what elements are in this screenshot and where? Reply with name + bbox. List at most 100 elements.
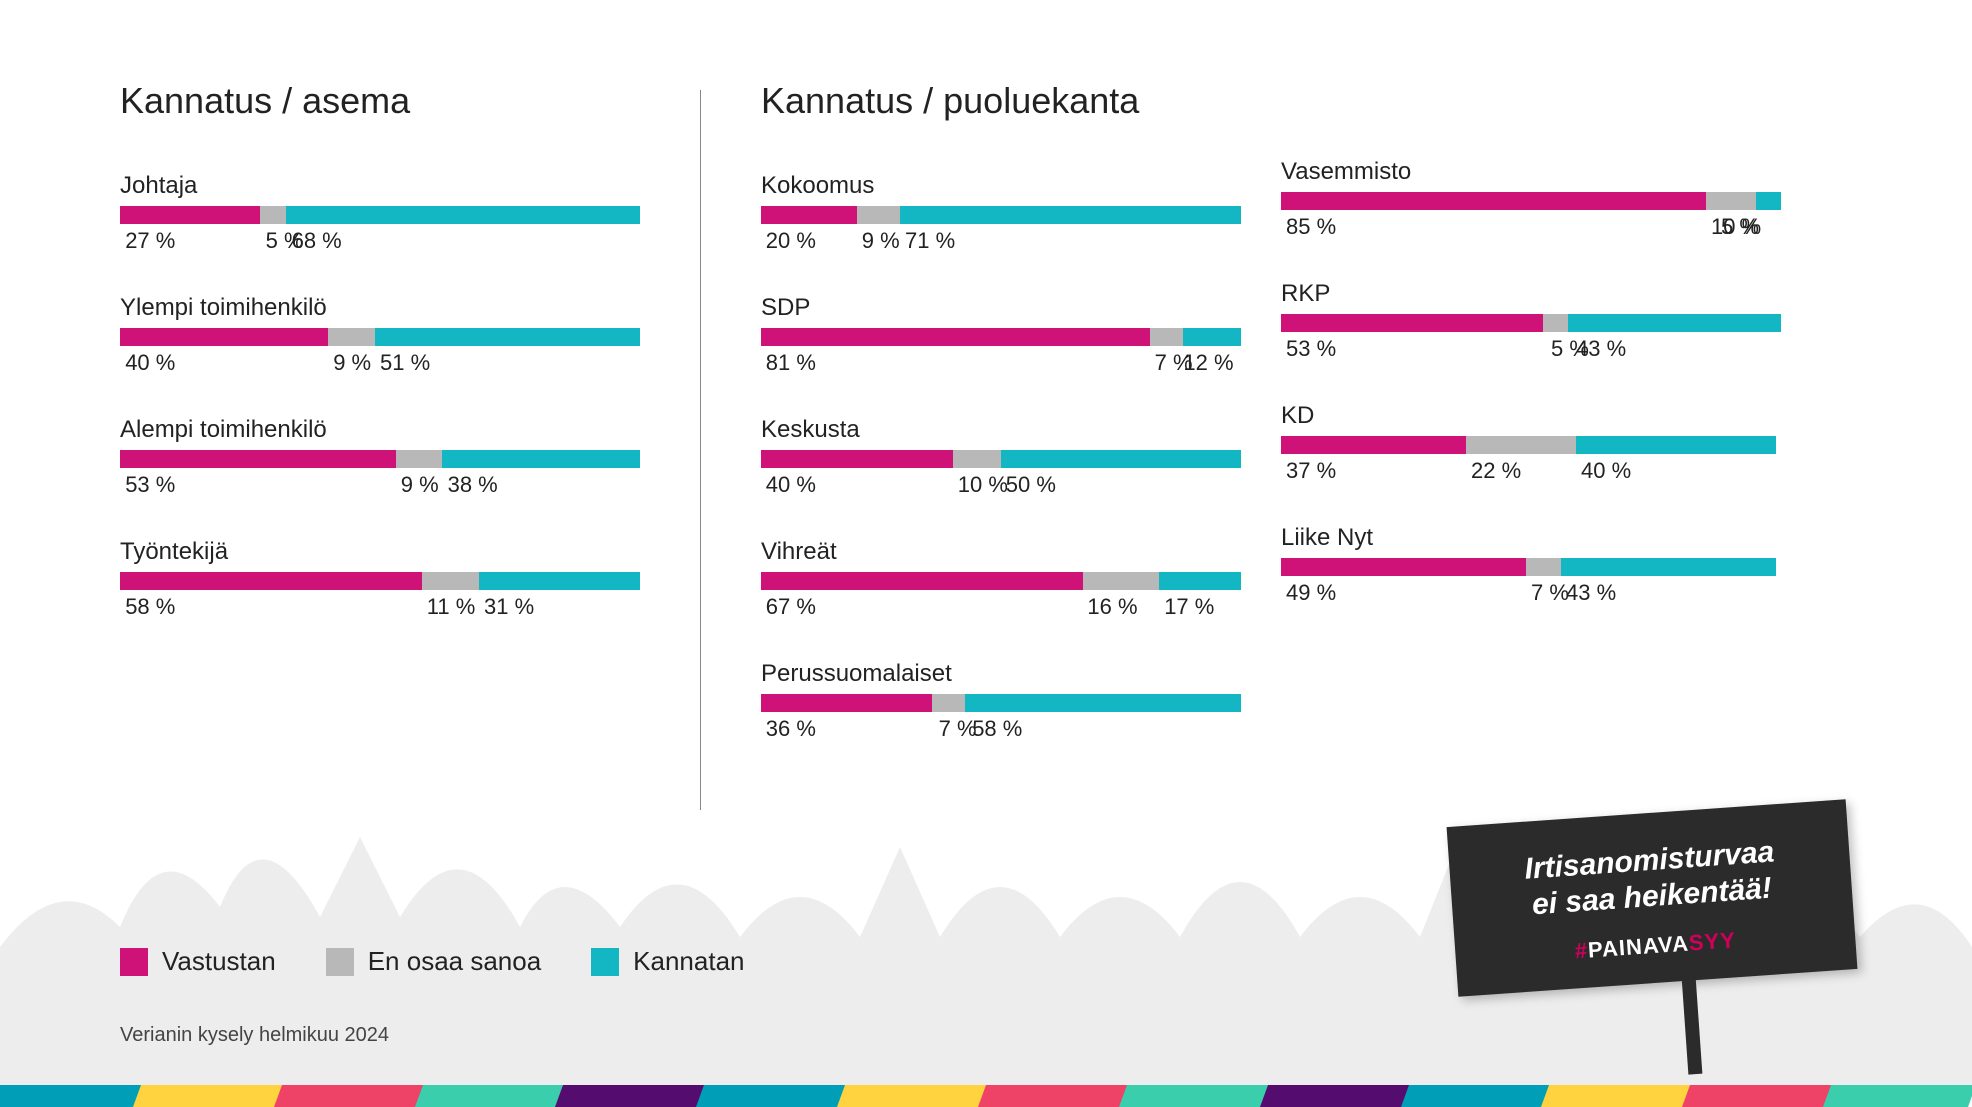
value-label: 7 % [1531,580,1569,606]
value-row: 53 %9 %38 % [120,472,640,500]
value-label: 27 % [125,228,175,254]
bar-segment [965,694,1241,712]
footer-color-block [0,1085,145,1107]
value-label: 67 % [766,594,816,620]
value-row: 85 %10 %5 % [1281,214,1781,242]
value-label: 9 % [401,472,439,498]
chart-item: Vihreät 67 %16 %17 % [761,538,1241,622]
value-label: 40 % [125,350,175,376]
chart-item: RKP 53 %5 %43 % [1281,280,1781,364]
chart-label: Vihreät [761,538,1241,566]
bar-segment [442,450,640,468]
value-row: 40 %10 %50 % [761,472,1241,500]
stacked-bar [120,328,640,346]
bar-segment [1526,558,1561,576]
chart-label: Keskusta [761,416,1241,444]
chart-item: Ylempi toimihenkilö 40 % 9 % 51 % [120,294,640,378]
value-label: 12 % [1183,350,1233,376]
footer-color-block [1823,1085,1972,1107]
footer-color-block [1401,1085,1554,1107]
chart-item: Perussuomalaiset36 %7 %58 % [761,660,1241,744]
bar-segment [1576,436,1776,454]
value-label: 58 % [125,594,175,620]
bar-segment [761,694,932,712]
value-label: 9 % [862,228,900,254]
column-puolue-2: Vasemmisto 85 %10 %5 % RKP 53 %5 %43 % KD 37 … [1241,80,1781,810]
stacked-bar [1281,192,1781,210]
chart-label: Johtaja [120,172,640,200]
sign-stick [1681,974,1702,1075]
value-row: 27 %5 %68 % [120,228,640,256]
footer-color-block [133,1085,286,1107]
footer-color-block [555,1085,708,1107]
value-label: 43 % [1566,580,1616,606]
stacked-bar [761,328,1241,346]
value-label: 10 % [958,472,1008,498]
title-asema: Kannatus / asema [120,80,640,122]
chart-item: Keskusta 40 %10 %50 % [761,416,1241,500]
column-puolue-1: Kannatus / puoluekanta Kokoomus 20 % 9 %71… [701,80,1241,810]
value-row: 81 %7 %12 % [761,350,1241,378]
bar-segment [396,450,443,468]
title-puolue: Kannatus / puoluekanta [761,80,1241,122]
footer-stripe [0,1085,1972,1107]
footer-color-block [415,1085,568,1107]
value-label: 51 % [380,350,430,376]
stacked-bar [120,572,640,590]
value-label: 38 % [448,472,498,498]
value-label: 36 % [766,716,816,742]
bar-segment [1083,572,1160,590]
footer-color-block [1119,1085,1272,1107]
protest-sign: Irtisanomisturvaa ei saa heikentää! #PAI… [1452,813,1852,1077]
chart-label: SDP [761,294,1241,322]
bar-segment [1281,558,1526,576]
chart-label: Vasemmisto [1281,158,1781,186]
chart-label: RKP [1281,280,1781,308]
footer-color-block [696,1085,849,1107]
value-label: 20 % [766,228,816,254]
stacked-bar [1281,558,1781,576]
bar-segment [857,206,900,224]
value-label: 43 % [1576,336,1626,362]
bar-segment [1159,572,1241,590]
chart-item: Johtaja 27 %5 %68 % [120,172,640,256]
sign-text: Irtisanomisturvaa ei saa heikentää! [1485,832,1817,927]
column-asema: Kannatus / asema Johtaja 27 %5 %68 % Ylemp… [120,80,700,810]
chart-label: Liike Nyt [1281,524,1781,552]
footer-color-block [837,1085,990,1107]
bar-segment [328,328,375,346]
bar-segment [479,572,640,590]
legend-label: Vastustan [162,946,276,977]
value-label: 7 % [939,716,977,742]
stacked-bar [120,206,640,224]
bar-segment [120,206,260,224]
value-label: 9 % [333,350,371,376]
bar-segment [761,328,1150,346]
bar-segment [1281,192,1706,210]
chart-label: Alempi toimihenkilö [120,416,640,444]
stacked-bar [761,694,1241,712]
bar-segment [932,694,965,712]
chart-item: Vasemmisto 85 %10 %5 % [1281,158,1781,242]
value-label: 71 % [905,228,955,254]
chart-label: KD [1281,402,1781,430]
value-row: 53 %5 %43 % [1281,336,1781,364]
bar-segment [260,206,286,224]
value-label: 37 % [1286,458,1336,484]
value-label: 85 % [1286,214,1336,240]
value-row: 67 %16 %17 % [761,594,1241,622]
bar-segment [120,328,328,346]
value-label: 49 % [1286,580,1336,606]
legend-item: En osaa sanoa [326,946,541,977]
value-label: 31 % [484,594,534,620]
bar-segment [1183,328,1241,346]
legend-swatch [120,948,148,976]
chart-item: Työntekijä58 %11 %31 % [120,538,640,622]
bar-segment [761,450,953,468]
legend-label: En osaa sanoa [368,946,541,977]
chart-label: Ylempi toimihenkilö [120,294,640,322]
chart-label: Kokoomus [761,172,1241,200]
bar-segment [375,328,640,346]
value-label: 81 % [766,350,816,376]
value-row: 40 % 9 % 51 % [120,350,640,378]
